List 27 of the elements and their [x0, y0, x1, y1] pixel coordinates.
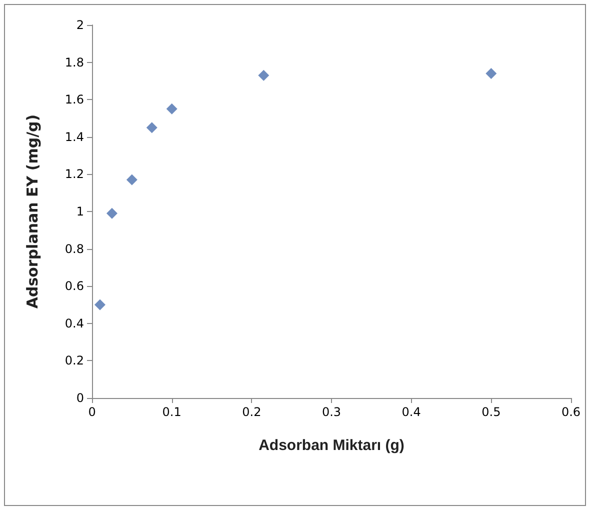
x-tick-label: 0.4: [402, 405, 421, 419]
y-tick-label: 0.2: [64, 354, 84, 368]
y-tick-label: 2: [76, 18, 84, 32]
x-tick-label: 0.5: [482, 405, 501, 419]
y-tick-label: 1.8: [64, 55, 84, 70]
point: [486, 68, 497, 79]
point: [106, 208, 118, 219]
point: [94, 299, 106, 310]
x-tick-label: 0.3: [322, 405, 342, 419]
x-tick-label: 0.2: [242, 405, 262, 419]
y-tick-label: 1: [76, 204, 84, 218]
y-tick-label: 1.6: [64, 92, 84, 107]
x-tick-label: 0.6: [561, 405, 581, 419]
y-tick-label: 0.4: [64, 316, 84, 330]
y-tick-label: 0.8: [64, 242, 84, 256]
y-tick-label: 1.4: [64, 130, 84, 144]
x-axis-title: Adsorban Miktarı (g): [258, 437, 404, 454]
point: [126, 174, 138, 186]
x-tick-label: 0: [88, 405, 96, 419]
point: [166, 103, 178, 114]
y-axis-title: Adsorplanan EY (mg/g): [24, 114, 42, 309]
y-tick-label: 0: [76, 391, 84, 405]
y-tick-label: 0.6: [64, 279, 84, 294]
point: [146, 122, 158, 134]
point: [258, 70, 270, 81]
x-tick-label: 0.1: [162, 405, 182, 419]
y-tick-label: 1.2: [64, 167, 84, 182]
